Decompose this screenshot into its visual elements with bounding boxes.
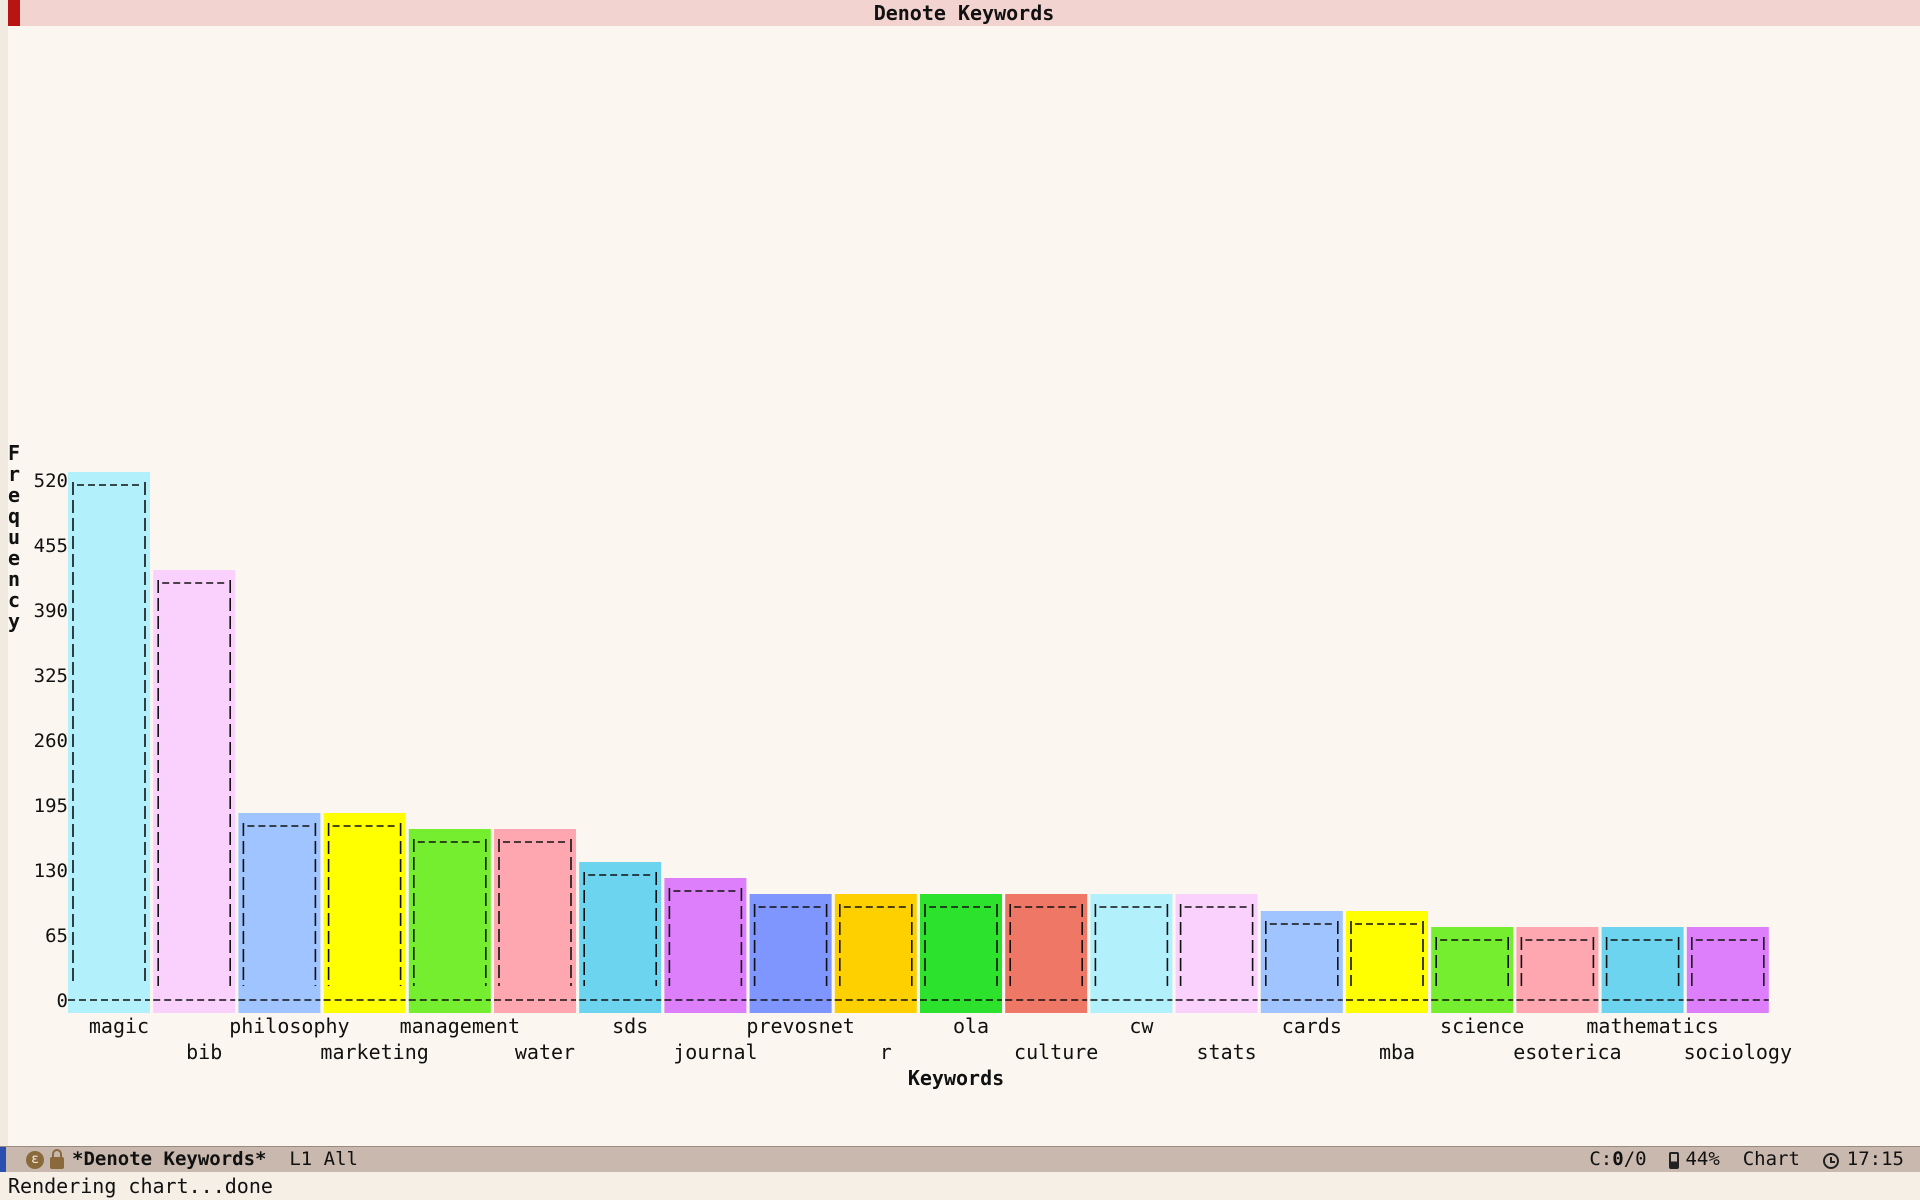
y-tick-label: 260 (34, 730, 68, 752)
battery-level: 44% (1685, 1148, 1720, 1170)
x-tick-label: prevosnet (746, 1014, 854, 1038)
buffer-name[interactable]: *Denote Keywords* (72, 1148, 267, 1170)
bar-cards (1260, 911, 1343, 1013)
x-tick-label: journal (673, 1040, 757, 1064)
bar-mba (1346, 911, 1428, 1013)
x-tick-label: mathematics (1586, 1014, 1718, 1038)
bar-philosophy (238, 813, 321, 1013)
x-tick-label: water (515, 1040, 575, 1064)
y-tick-label: 130 (34, 860, 68, 882)
y-axis-title-char: q (8, 504, 20, 528)
left-fringe (0, 0, 8, 1146)
y-axis-title-char: r (8, 462, 20, 486)
column-indicator: C:0/0 (1589, 1148, 1647, 1170)
bar-sds (579, 862, 662, 1013)
x-tick-label: marketing (320, 1040, 428, 1064)
bar-water (494, 829, 576, 1013)
y-tick-label: 455 (34, 535, 68, 557)
y-axis-title-char: e (8, 546, 20, 570)
bar-magic (68, 472, 150, 1013)
bar-stats (1175, 894, 1258, 1013)
y-tick-label: 325 (34, 665, 68, 687)
x-tick-label: management (400, 1014, 520, 1038)
bar-prevosnet (749, 894, 832, 1013)
y-tick-label: 195 (34, 795, 68, 817)
y-ticks-group: 0 65 130 195 260 325 390 455 520 (34, 470, 68, 1012)
bar-journal (664, 878, 747, 1013)
clock-time: 17:15 (1846, 1148, 1904, 1170)
y-axis-title-char: n (8, 567, 20, 591)
mode-line: ε *Denote Keywords* L1 All C:0/0 44% Cha… (0, 1146, 1920, 1172)
y-tick-label: 65 (45, 925, 68, 947)
x-tick-label: sociology (1684, 1040, 1792, 1064)
y-axis-title-char: F (8, 441, 20, 465)
x-tick-label: culture (1014, 1040, 1098, 1064)
x-axis-title: Keywords (908, 1066, 1004, 1090)
y-axis-title-char: u (8, 525, 20, 549)
battery-icon (1669, 1152, 1680, 1169)
x-tick-label: mba (1379, 1040, 1415, 1064)
bar-cw (1090, 894, 1173, 1013)
bar-management (408, 829, 491, 1013)
x-tick-label: r (880, 1040, 892, 1064)
y-axis-title-char: e (8, 483, 20, 507)
x-tick-label: stats (1196, 1040, 1256, 1064)
mode-line-indicator (0, 1147, 6, 1172)
bar-sociology (1686, 927, 1769, 1013)
bar-science (1431, 927, 1514, 1013)
x-tick-label: ola (953, 1014, 989, 1038)
y-tick-label: 390 (34, 600, 68, 622)
x-tick-label: science (1440, 1014, 1524, 1038)
bar-marketing (323, 813, 406, 1013)
bar-culture (1005, 894, 1088, 1013)
x-tick-label: cards (1282, 1014, 1342, 1038)
bars-group (68, 472, 1769, 1013)
x-tick-label: philosophy (229, 1014, 349, 1038)
x-tick-label: magic (89, 1014, 149, 1038)
x-tick-label: sds (612, 1014, 648, 1038)
x-tick-label: esoterica (1513, 1040, 1621, 1064)
bar-esoterica (1516, 927, 1599, 1013)
y-axis-title-char: c (8, 588, 20, 612)
x-labels-group: magic bib philosophymarketingmanagementwat… (89, 1014, 1792, 1064)
echo-message: Rendering chart...done (8, 1174, 273, 1198)
bar-r (834, 894, 917, 1013)
bar-mathematics (1601, 927, 1684, 1013)
buffer-position: L1 All (289, 1148, 358, 1170)
y-tick-label: 520 (34, 470, 68, 492)
x-tick-label: bib (186, 1040, 222, 1064)
bar-chart: 0 65 130 195 260 325 390 455 520 magic bib philoso… (8, 441, 1792, 1090)
clock-icon (1822, 1152, 1839, 1169)
bar-bib (153, 570, 236, 1013)
echo-area: Rendering chart...done (8, 1172, 273, 1200)
y-tick-label: 0 (57, 990, 68, 1012)
lock-icon (50, 1148, 64, 1169)
y-axis-title-char: y (8, 609, 20, 633)
chart-title: Denote Keywords (873, 1, 1055, 25)
major-mode[interactable]: Chart (1742, 1148, 1800, 1170)
header-line: Denote Keywords (8, 0, 1920, 26)
emacs-icon: ε (26, 1150, 44, 1169)
window-marker (8, 0, 20, 26)
bar-ola (920, 894, 1002, 1013)
x-tick-label: cw (1129, 1014, 1154, 1038)
